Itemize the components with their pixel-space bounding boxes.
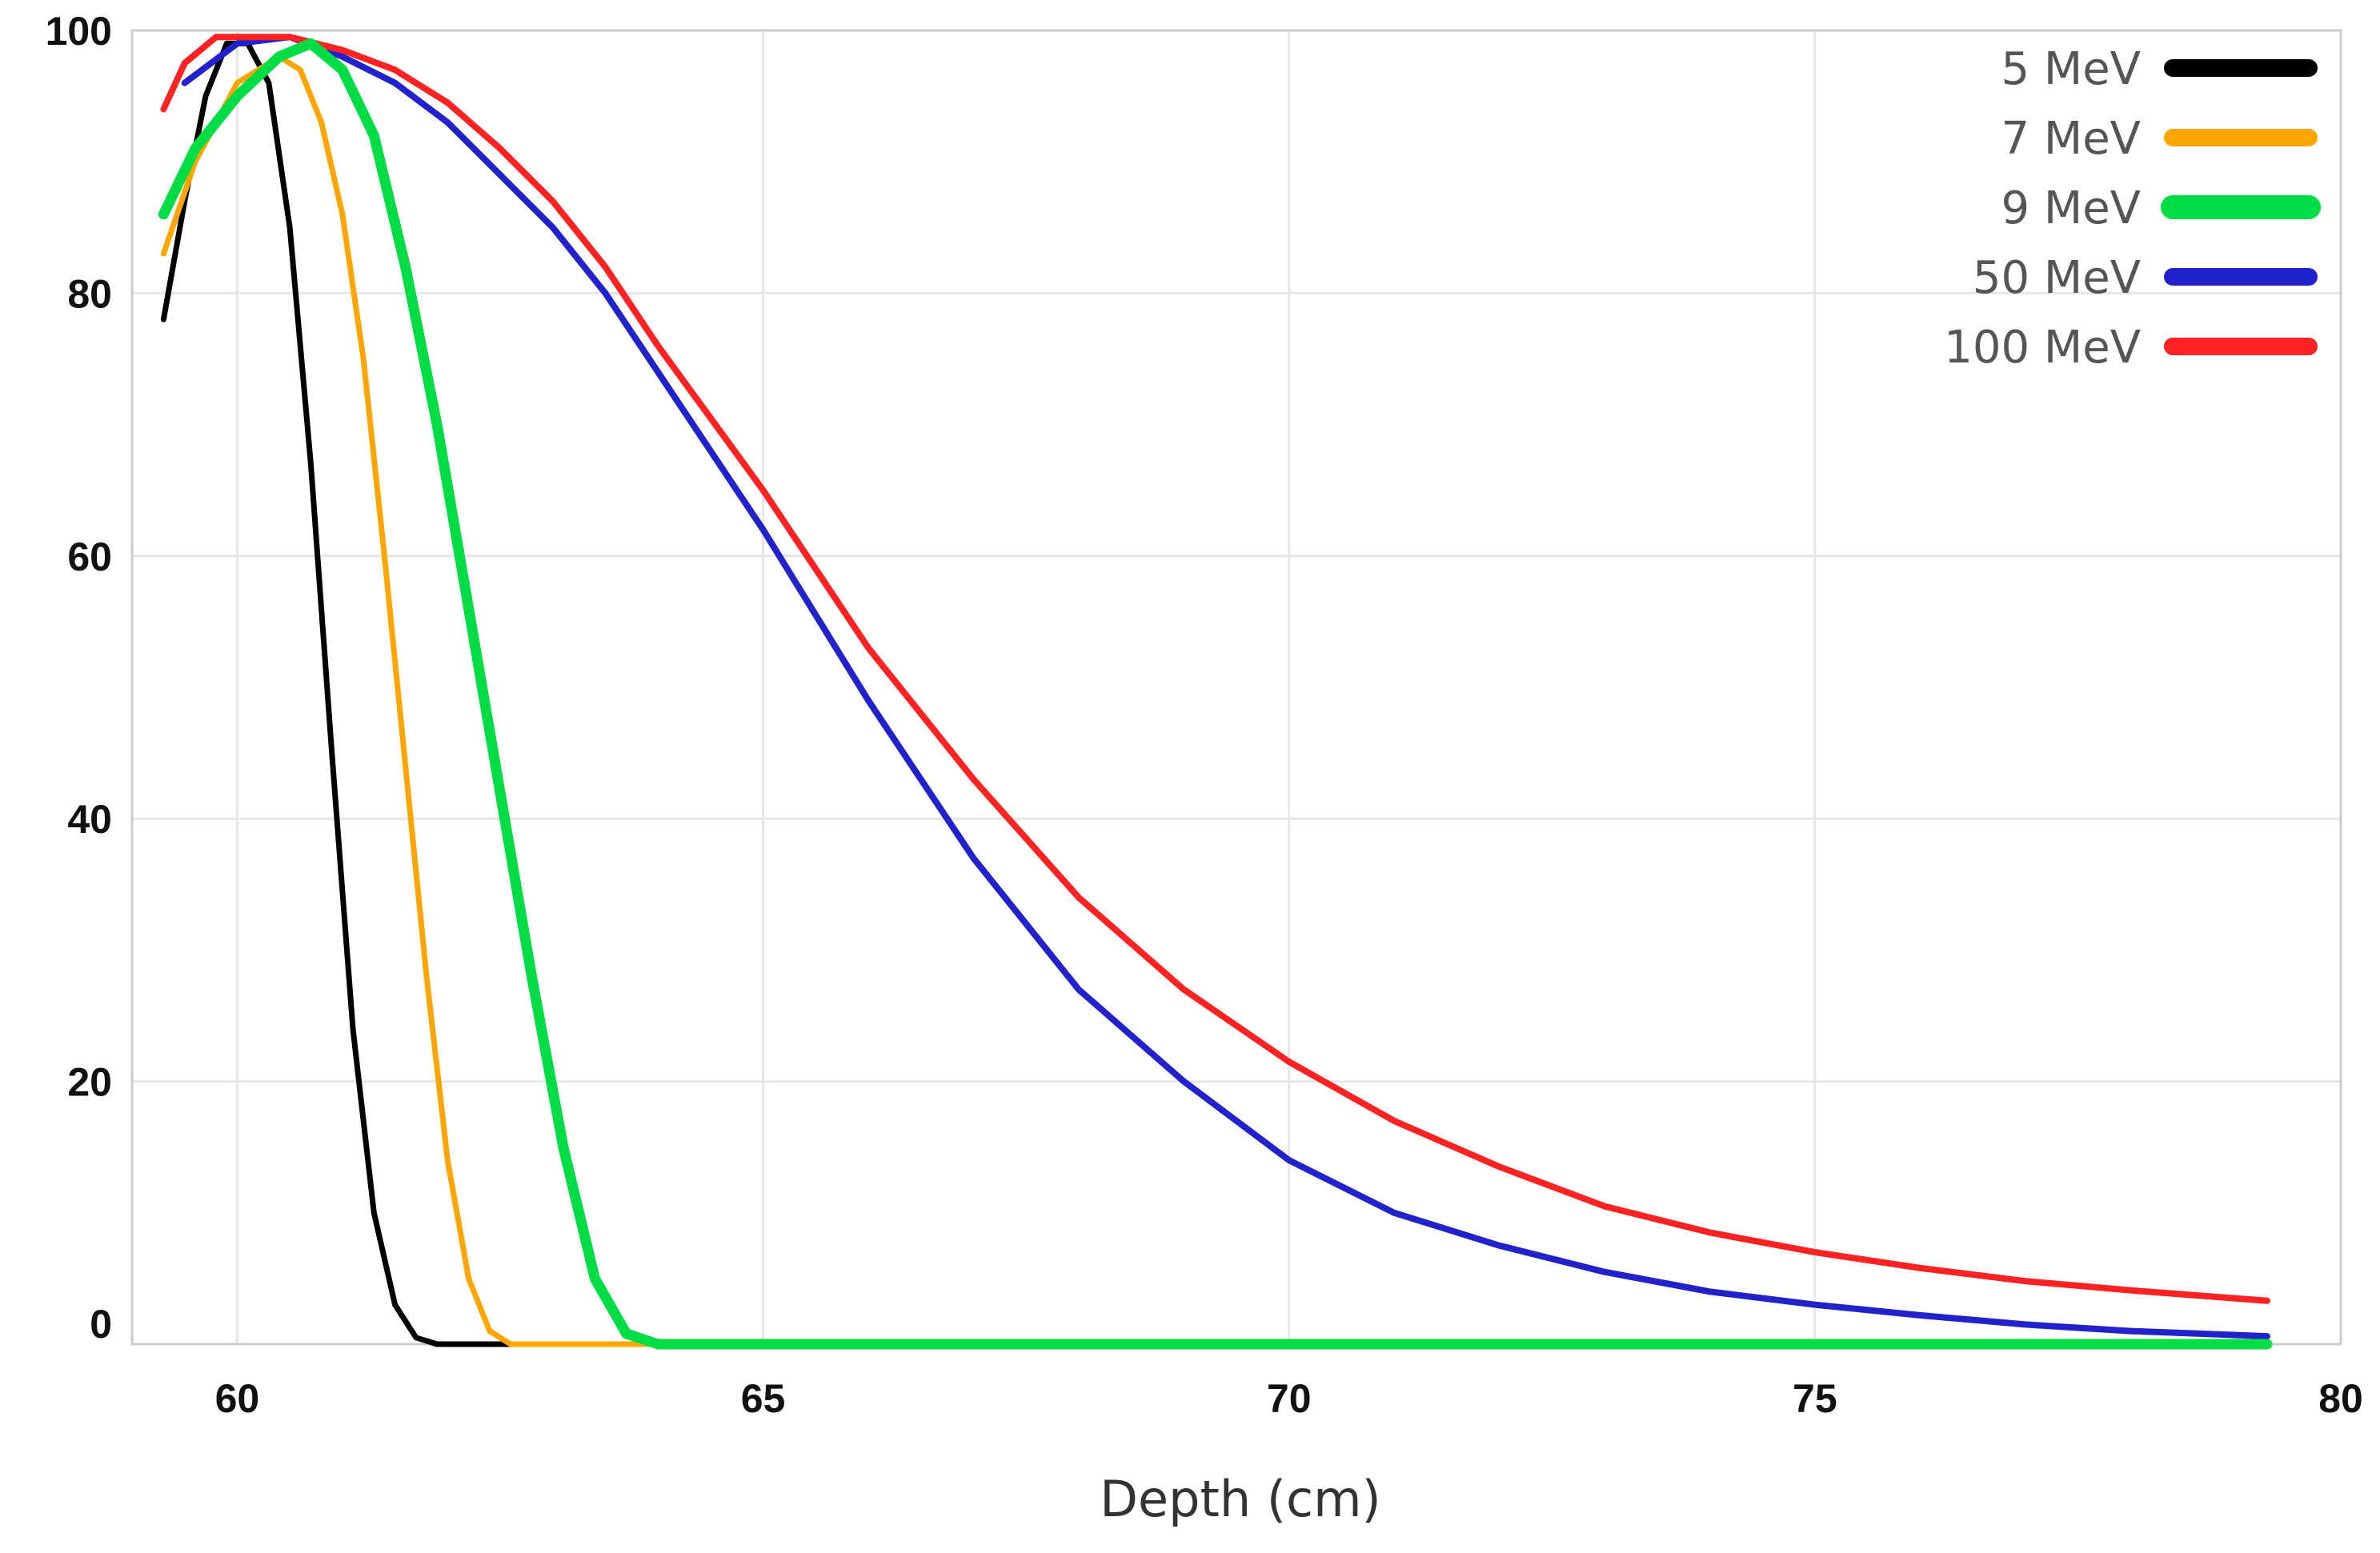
- legend: 5 MeV 7 MeV 9 MeV 50 MeV 100 MeV: [1944, 43, 2321, 374]
- x-tick-label: 60: [215, 1376, 260, 1421]
- x-tick-label: 65: [741, 1376, 786, 1421]
- series-line-50-mev: [181, 34, 2270, 1340]
- x-tick-label: 80: [2318, 1376, 2363, 1421]
- y-tick-label: 40: [67, 797, 112, 842]
- legend-label: 5 MeV: [2001, 43, 2141, 95]
- x-tick-label: 70: [1267, 1376, 1312, 1421]
- x-axis-ticks: 60 65 70 75 80: [215, 1376, 2363, 1421]
- series-line-9-mev: [158, 38, 2273, 1350]
- legend-label: 50 MeV: [1973, 252, 2141, 304]
- y-tick-label: 80: [67, 271, 112, 316]
- y-tick-label: 100: [46, 9, 112, 54]
- legend-label: 9 MeV: [2001, 182, 2141, 234]
- legend-label: 7 MeV: [2001, 113, 2141, 165]
- y-tick-label: 60: [67, 534, 112, 579]
- series-line-5-mev: [160, 40, 2270, 1347]
- series-group: [158, 34, 2273, 1350]
- x-axis-title: Depth (cm): [1100, 1470, 1380, 1528]
- x-tick-label: 75: [1793, 1376, 1837, 1421]
- y-tick-label: 0: [90, 1302, 112, 1347]
- y-tick-label: 20: [67, 1060, 112, 1105]
- y-axis-ticks: 0 20 40 60 80 100: [46, 9, 112, 1347]
- legend-label: 100 MeV: [1944, 322, 2141, 374]
